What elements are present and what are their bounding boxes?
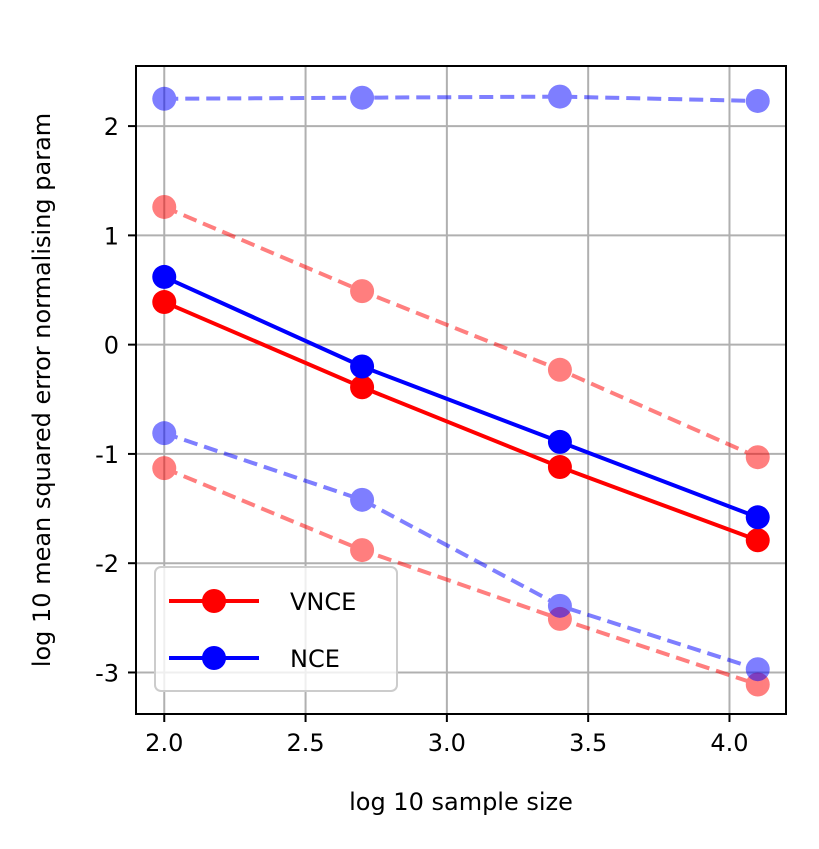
plot-frame — [135, 65, 787, 715]
data-point — [152, 421, 177, 446]
data-point — [152, 290, 177, 315]
series-dashed — [152, 84, 770, 113]
tick-layer: 2.0 2.5 3.0 3.5 4.0 -3 -2 -1 0 1 2 — [95, 113, 749, 757]
x-tick-label: 2.5 — [286, 729, 324, 757]
x-tick-label: 2.0 — [145, 729, 183, 757]
data-point — [350, 375, 375, 400]
legend-marker — [202, 589, 226, 613]
series-nce — [152, 264, 770, 530]
data-point — [152, 456, 177, 481]
x-tick-label: 3.0 — [428, 729, 466, 757]
legend-entry-nce: NCE — [169, 645, 340, 673]
series-line — [163, 275, 759, 520]
data-point — [745, 88, 770, 113]
data-point — [350, 487, 375, 512]
y-axis-label: log 10 mean squared error normalising pa… — [28, 113, 56, 667]
legend-entry-vnce: VNCE — [169, 588, 356, 616]
data-point — [745, 657, 770, 682]
y-tick-label: -1 — [95, 441, 119, 469]
data-point — [152, 86, 177, 111]
legend-box — [154, 566, 398, 692]
series-vnce — [152, 290, 770, 553]
data-point — [745, 505, 770, 530]
data-point — [547, 357, 572, 382]
data-point — [547, 429, 572, 454]
y-tick-label: -3 — [95, 659, 119, 687]
data-point — [745, 528, 770, 553]
y-tick-label: 2 — [104, 113, 119, 141]
data-point — [547, 593, 572, 618]
series-layer — [152, 84, 770, 697]
data-point — [350, 279, 375, 304]
x-axis-label: log 10 sample size — [349, 788, 573, 816]
series-dashed — [152, 421, 770, 682]
legend-label: NCE — [290, 645, 340, 673]
y-tick-label: -2 — [95, 550, 119, 578]
legend-marker — [202, 646, 226, 670]
series-line — [163, 431, 759, 672]
x-tick-label: 3.5 — [569, 729, 607, 757]
series-line — [163, 466, 759, 687]
data-point — [152, 194, 177, 219]
series-line — [163, 300, 759, 543]
data-point — [350, 354, 375, 379]
data-point — [350, 85, 375, 110]
series-line — [164, 94, 758, 103]
legend-label: VNCE — [290, 588, 356, 616]
x-tick-label: 4.0 — [710, 729, 748, 757]
data-point — [745, 445, 770, 470]
data-point — [350, 538, 375, 563]
series-line — [163, 205, 759, 460]
series-dashed — [152, 194, 770, 470]
data-point — [547, 455, 572, 480]
y-tick-label: 0 — [104, 332, 119, 360]
legend: VNCE NCE — [154, 566, 398, 692]
data-point — [547, 84, 572, 109]
data-point — [152, 264, 177, 289]
y-tick-label: 1 — [104, 222, 119, 250]
series-dashed — [152, 456, 770, 697]
